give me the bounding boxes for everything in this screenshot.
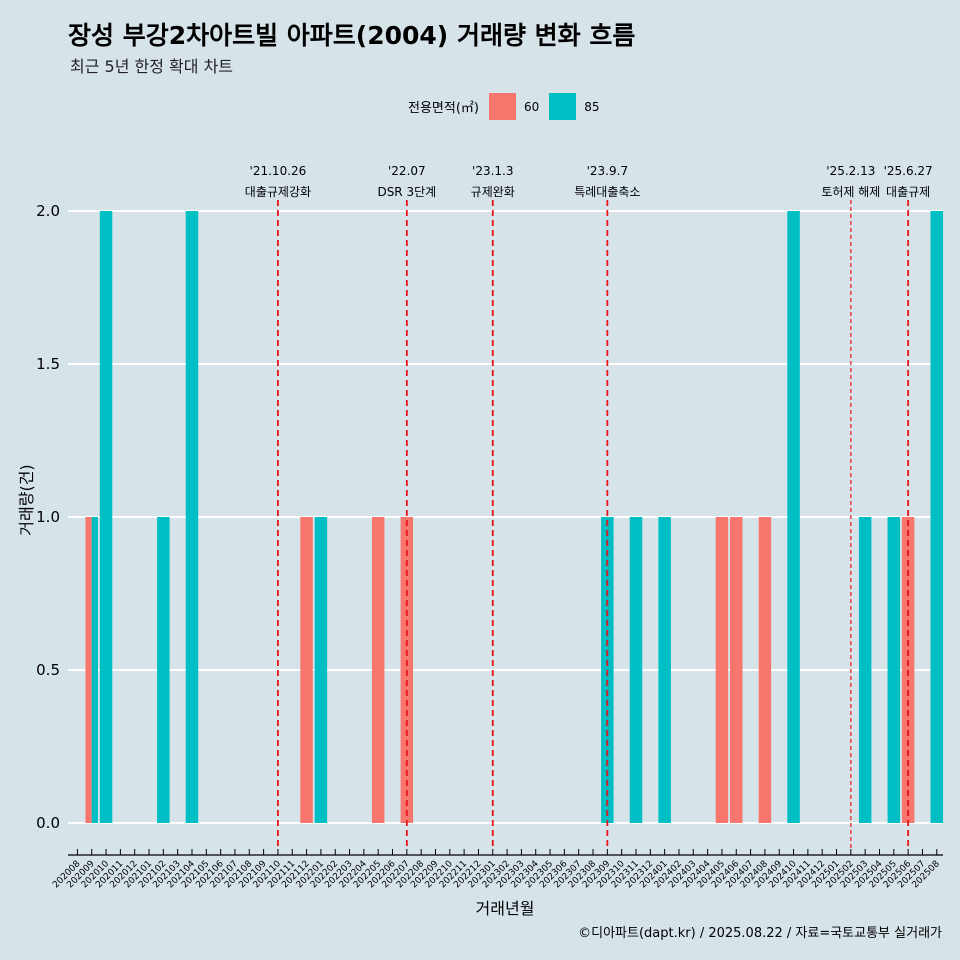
grid-lines	[68, 210, 943, 824]
bar-85-202311	[629, 517, 643, 823]
bar-60-202112	[300, 517, 313, 823]
legend-key-60	[488, 93, 516, 120]
y-tick-label: 0.0	[36, 814, 60, 832]
bar-85-202505	[887, 517, 901, 823]
event-date: '23.1.3	[472, 164, 513, 178]
event-label: 대출규제	[886, 185, 930, 199]
y-tick-label: 1.5	[36, 355, 60, 373]
caption: ©디아파트(dapt.kr) / 2025.08.22 / 자료=국토교통부 실…	[578, 926, 942, 941]
event-label: 토허제 해제	[821, 185, 880, 199]
event-date: '25.2.13	[826, 164, 875, 178]
x-axis: 2020082020092020102020112020122021012021…	[51, 849, 943, 890]
bar-60-202406	[730, 517, 743, 823]
bar-60-202205	[371, 517, 385, 823]
x-axis-title: 거래년월	[476, 899, 535, 918]
bar-60-202408	[758, 517, 772, 823]
bar-85-202201	[314, 517, 328, 823]
bar-85-202010	[99, 211, 113, 823]
y-tick-label: 0.5	[36, 661, 60, 679]
bar-85-202009	[91, 517, 98, 823]
legend: 전용면적(㎡) 60 85	[408, 93, 610, 120]
y-axis-title: 거래량(건)	[17, 464, 36, 535]
event-date: '21.10.26	[250, 164, 307, 178]
legend-title: 전용면적(㎡)	[408, 101, 479, 116]
bar-85-202503	[858, 517, 872, 823]
bar-85-202104	[185, 211, 199, 823]
event-date: '25.6.27	[884, 164, 933, 178]
legend-key-85	[549, 93, 577, 120]
event-date: '22.07	[388, 164, 426, 178]
chart-title: 장성 부강2차아트빌 아파트(2004) 거래량 변화 흐름	[68, 21, 636, 50]
event-label: 대출규제강화	[245, 185, 311, 199]
legend-label-60: 60	[523, 99, 540, 114]
bar-60-202009	[85, 517, 92, 823]
bar-85-202401	[658, 517, 671, 823]
event-label: 규제완화	[471, 185, 515, 199]
y-tick-label: 1.0	[36, 508, 60, 526]
event-label: DSR 3단계	[377, 185, 436, 199]
bar-85-202508	[930, 211, 944, 823]
bar-85-202102	[157, 517, 170, 823]
y-axis: 0.0 0.5 1.0 1.5 2.0	[36, 202, 60, 832]
legend-label-85: 85	[584, 99, 600, 114]
bar-85-202410	[787, 211, 800, 823]
bar-60-202405	[715, 517, 729, 823]
event-markers: '21.10.26 대출규제강화 '22.07 DSR 3단계 '23.1.3 규제완화 '…	[245, 164, 933, 850]
chart-subtitle: 최근 5년 한정 확대 차트	[70, 57, 234, 76]
event-label: 특례대출축소	[574, 185, 640, 199]
event-date: '23.9.7	[587, 164, 628, 178]
y-tick-label: 2.0	[36, 202, 60, 220]
